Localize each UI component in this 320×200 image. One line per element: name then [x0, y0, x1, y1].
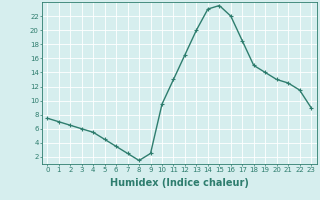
- X-axis label: Humidex (Indice chaleur): Humidex (Indice chaleur): [110, 178, 249, 188]
